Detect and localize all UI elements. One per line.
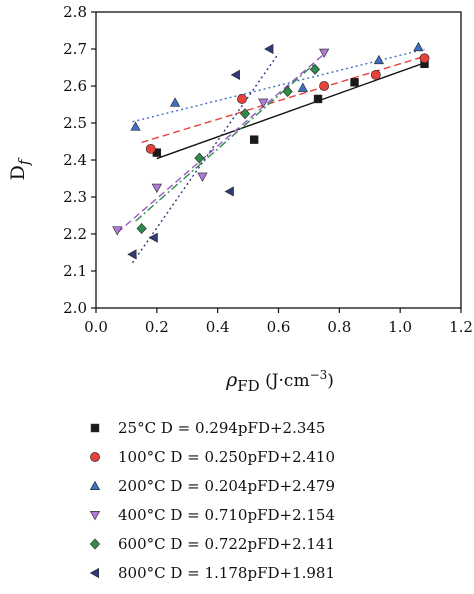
legend-marker-icon <box>88 537 118 551</box>
y-axis-title: Df <box>7 157 33 180</box>
fit-lines <box>116 48 425 264</box>
legend-series-name: 25°C <box>118 418 157 437</box>
legend-marker-shape <box>90 451 100 462</box>
data-point-series-2 <box>370 70 381 80</box>
fit-line-series-2 <box>141 55 425 144</box>
data-point-series-4 <box>319 48 330 58</box>
y-axis-symbol: D <box>7 165 29 180</box>
legend-marker-icon <box>88 479 118 493</box>
fit-line-series-6 <box>131 53 280 264</box>
legend-marker-icon <box>88 421 118 435</box>
data-point-series-3 <box>373 54 384 65</box>
x-axis-superscript: −3 <box>310 368 328 382</box>
y-tick-label: 2.1 <box>63 262 87 280</box>
y-tick-label: 2.0 <box>63 299 87 317</box>
fit-line-series-4 <box>116 53 325 234</box>
legend-entry: 200°C D = 0.204pFD+2.479 <box>88 471 468 500</box>
x-tick-label: 0.0 <box>84 318 108 336</box>
data-point-series-5 <box>194 152 205 164</box>
data-point-series-5 <box>136 222 147 234</box>
legend-marker-icon <box>88 508 118 522</box>
legend-series-name: 200°C <box>118 476 166 495</box>
legend-equation: D = 0.204pFD+2.479 <box>170 476 336 495</box>
plot-frame <box>95 11 462 309</box>
data-point-series-6 <box>148 232 158 243</box>
y-tick-label: 2.7 <box>63 40 87 58</box>
data-point-series-3 <box>413 41 424 52</box>
y-tick-label: 2.4 <box>63 151 87 169</box>
x-axis-title: ρFD (J·cm−3) <box>225 368 334 395</box>
legend: 25°C D = 0.294pFD+2.345 100°C D = 0.250pF… <box>88 413 468 587</box>
legend-marker-shape <box>89 537 101 550</box>
x-axis-ticks: 0.0 0.2 0.4 0.6 0.8 1.0 1.2 <box>84 308 473 336</box>
x-tick-label: 0.4 <box>206 318 230 336</box>
data-point-series-6 <box>224 186 234 197</box>
x-axis-symbol: ρ <box>225 369 238 391</box>
legend-marker-icon <box>88 566 118 580</box>
x-axis-unit: (J·cm <box>260 371 310 391</box>
y-tick-label: 2.2 <box>63 225 87 243</box>
y-tick-label: 2.5 <box>63 114 87 132</box>
data-point-series-4 <box>197 172 208 182</box>
legend-series-name: 400°C <box>118 505 166 524</box>
data-point-series-6 <box>127 249 137 260</box>
fit-line-series-1 <box>156 62 425 160</box>
data-point-series-4 <box>151 183 162 193</box>
data-point-series-3 <box>130 121 141 131</box>
data-point-series-1 <box>350 78 359 87</box>
data-point-series-2 <box>419 53 430 64</box>
data-point-series-4 <box>112 226 123 236</box>
data-point-series-4 <box>258 98 269 108</box>
y-tick-label: 2.3 <box>63 188 87 206</box>
data-point-series-6 <box>264 43 274 55</box>
x-tick-label: 1.0 <box>388 318 412 336</box>
y-tick-label: 2.6 <box>63 77 87 95</box>
legend-marker-shape <box>89 510 101 520</box>
legend-equation: D = 0.250pFD+2.410 <box>170 447 336 466</box>
legend-marker-icon <box>88 450 118 464</box>
chart-canvas: 0.0 0.2 0.4 0.6 0.8 1.0 1.2 2.0 2.1 2.2 2.3 2.4 2.5… <box>7 3 473 395</box>
x-tick-label: 1.2 <box>449 318 473 336</box>
legend-equation: D = 0.722pFD+2.141 <box>170 534 336 553</box>
data-point-series-1 <box>313 94 323 104</box>
legend-equation: D = 0.294pFD+2.345 <box>160 418 326 437</box>
data-point-series-3 <box>297 82 308 92</box>
legend-series-name: 100°C <box>118 447 166 466</box>
y-axis-ticks: 2.0 2.1 2.2 2.3 2.4 2.5 2.6 2.7 2.8 <box>63 3 96 317</box>
legend-entry: 100°C D = 0.250pFD+2.410 <box>88 442 468 471</box>
data-point-series-2 <box>145 143 156 154</box>
data-markers <box>112 41 430 260</box>
legend-equation: D = 0.710pFD+2.154 <box>170 505 336 524</box>
x-tick-label: 0.6 <box>267 318 291 336</box>
legend-entry: 25°C D = 0.294pFD+2.345 <box>88 413 468 442</box>
data-point-series-2 <box>237 94 247 104</box>
legend-entry: 800°C D = 1.178pFD+1.981 <box>88 558 468 587</box>
data-point-series-6 <box>230 69 240 81</box>
legend-entry: 600°C D = 0.722pFD+2.141 <box>88 529 468 558</box>
legend-equation: D = 1.178pFD+1.981 <box>170 563 336 582</box>
data-point-series-5 <box>309 63 321 75</box>
x-tick-label: 0.8 <box>327 318 351 336</box>
legend-entry: 400°C D = 0.710pFD+2.154 <box>88 500 468 529</box>
legend-series-name: 800°C <box>118 563 166 582</box>
y-axis-subscript: f <box>15 157 33 166</box>
legend-marker-shape <box>89 480 101 490</box>
legend-series-name: 600°C <box>118 534 166 553</box>
x-axis-close: ) <box>327 371 334 391</box>
plot-border <box>95 11 462 309</box>
data-point-series-3 <box>169 97 181 107</box>
data-point-series-2 <box>319 81 330 91</box>
data-point-series-1 <box>249 135 259 144</box>
legend-marker-shape <box>90 423 100 432</box>
data-point-series-5 <box>240 108 251 120</box>
x-axis-subscript: FD <box>237 377 259 395</box>
data-point-series-5 <box>282 86 293 98</box>
x-tick-label: 0.2 <box>145 318 169 336</box>
y-tick-label: 2.8 <box>63 3 87 21</box>
legend-marker-shape <box>89 567 99 578</box>
